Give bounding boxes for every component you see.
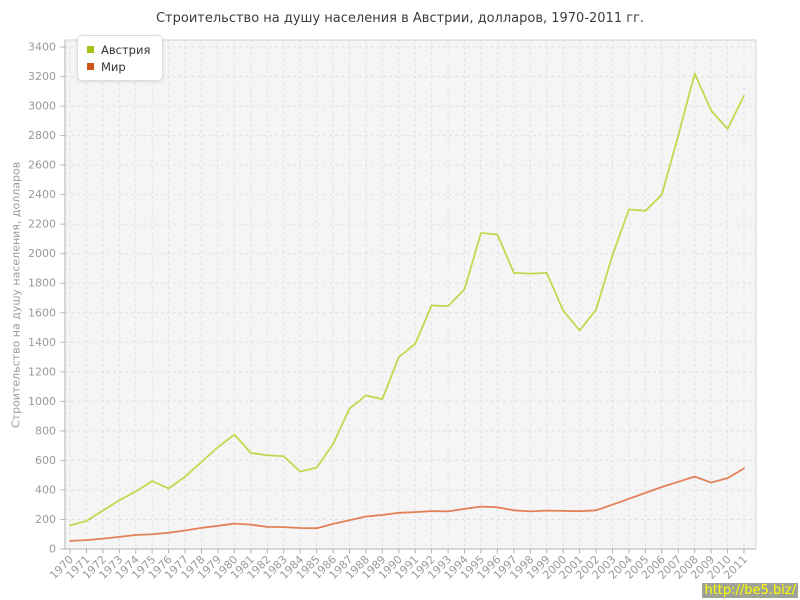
watermark-link[interactable]: http://be5.biz/ <box>702 583 798 598</box>
y-tick-label: 1200 <box>28 365 56 378</box>
y-tick-label: 1800 <box>28 277 56 290</box>
y-tick-label: 1400 <box>28 336 56 349</box>
y-tick-label: 2800 <box>28 129 56 142</box>
y-tick-label: 2000 <box>28 247 56 260</box>
y-tick-label: 3400 <box>28 41 56 54</box>
chart-title: Строительство на душу населения в Австри… <box>155 11 645 26</box>
y-tick-label: 2400 <box>28 188 56 201</box>
legend-swatch-world-icon <box>87 63 94 70</box>
y-tick-label: 1600 <box>28 306 56 319</box>
y-tick-label: 400 <box>35 483 56 496</box>
y-tick-label: 800 <box>35 424 56 437</box>
y-tick-label: 1000 <box>28 395 56 408</box>
legend-swatch-austria-icon <box>87 46 94 53</box>
legend-item-world: Мир <box>87 58 150 75</box>
y-tick-label: 2600 <box>28 159 56 172</box>
y-tick-label: 0 <box>49 543 56 556</box>
legend-label-world: Мир <box>101 59 126 74</box>
series-line-Мир <box>69 467 745 542</box>
plot-background <box>65 40 756 549</box>
y-tick-label: 200 <box>35 513 56 526</box>
y-tick-label: 3200 <box>28 70 56 83</box>
series-line-Австрия <box>69 72 745 527</box>
y-tick-label: 600 <box>35 454 56 467</box>
y-tick-label: 3000 <box>28 100 56 113</box>
legend: Австрия Мир <box>77 35 164 81</box>
legend-item-austria: Австрия <box>87 41 150 58</box>
y-tick-label: 2200 <box>28 218 56 231</box>
legend-label-austria: Австрия <box>101 42 151 57</box>
